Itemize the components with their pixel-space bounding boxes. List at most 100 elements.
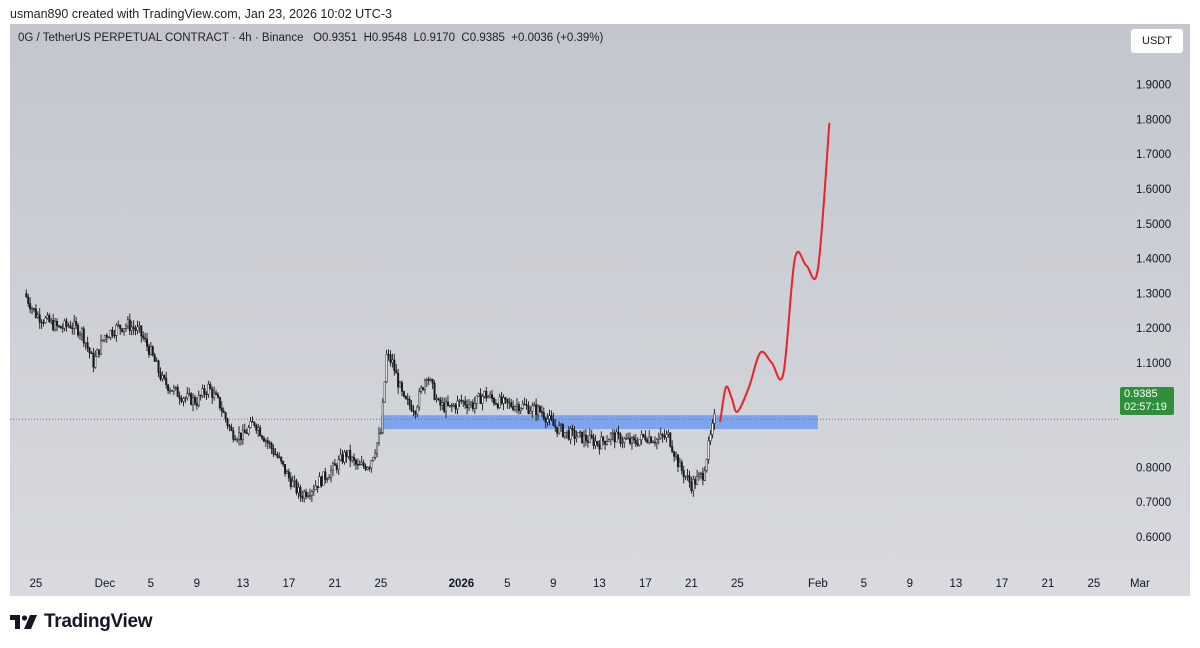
candle-body <box>519 408 522 412</box>
candle-body <box>351 457 354 461</box>
candle-body <box>422 387 425 390</box>
candle-body <box>653 441 656 444</box>
candle-body <box>389 354 392 363</box>
candle-body <box>169 390 172 392</box>
x-tick-label: 17 <box>639 578 652 590</box>
candle-body <box>261 435 264 439</box>
candle-body <box>569 428 572 440</box>
candle-body <box>88 347 91 354</box>
candle-body <box>142 335 145 339</box>
tradingview-logo[interactable]: TradingView <box>10 610 153 634</box>
candle-body <box>75 321 78 326</box>
candle-body <box>226 418 229 426</box>
candle-body <box>402 391 405 397</box>
candle-body <box>523 403 526 406</box>
candle-body <box>307 495 310 497</box>
candle-body <box>623 438 626 443</box>
x-tick-label: 25 <box>29 578 42 590</box>
candle-body <box>278 456 281 459</box>
candle-body <box>699 472 702 475</box>
candle-body <box>92 352 95 368</box>
candle-body <box>96 349 99 357</box>
candle-body <box>293 480 296 482</box>
candle-body <box>69 325 72 329</box>
candle-body <box>134 328 137 331</box>
candle-body <box>713 413 716 424</box>
candle-body <box>124 325 127 329</box>
candle-body <box>690 481 693 491</box>
candle-body <box>215 392 218 395</box>
candle-body <box>617 431 620 435</box>
candle-body <box>341 454 344 463</box>
candle-body <box>508 402 511 404</box>
y-tick-label: 1.8000 <box>1136 114 1171 126</box>
x-tick-label: 9 <box>194 578 200 590</box>
chart-frame[interactable]: 0G / TetherUS PERPETUAL CONTRACT · 4h · … <box>10 24 1190 596</box>
change-value: +0.0036 (+0.39%) <box>511 32 604 44</box>
candle-body <box>193 397 196 404</box>
candle-body <box>598 443 601 450</box>
candle-body <box>105 335 108 338</box>
candle-body <box>636 443 639 446</box>
candle-body <box>213 392 216 398</box>
x-tick-label: Feb <box>808 578 828 590</box>
candle-body <box>435 398 438 400</box>
candle-body <box>506 398 509 403</box>
candle-body <box>711 422 714 435</box>
candle-body <box>174 386 177 389</box>
candle-body <box>161 375 164 380</box>
candle-body <box>197 395 200 406</box>
candle-body <box>25 293 28 298</box>
candle-body <box>178 396 181 400</box>
candle-body <box>128 319 131 331</box>
y-tick-label: 1.3000 <box>1136 288 1171 300</box>
candle-body <box>146 338 149 347</box>
candle-body <box>349 450 352 461</box>
candle-body <box>172 387 175 392</box>
candle-body <box>531 405 534 412</box>
candle-body <box>295 480 298 493</box>
symbol-legend: 0G / TetherUS PERPETUAL CONTRACT · 4h · … <box>18 32 603 44</box>
candle-body <box>52 319 55 331</box>
x-tick-label: 21 <box>685 578 698 590</box>
candle-body <box>514 406 517 410</box>
candle-body <box>155 360 158 362</box>
candle-body <box>383 381 386 403</box>
candle-body <box>203 388 206 395</box>
candle-body <box>374 452 377 458</box>
candle-body <box>339 454 342 460</box>
candle-body <box>71 327 74 329</box>
candle-body <box>73 321 76 329</box>
currency-button[interactable]: USDT <box>1130 28 1184 54</box>
candle-body <box>132 326 135 329</box>
candle-body <box>680 461 683 471</box>
candle-body <box>416 406 419 415</box>
candle-body <box>489 394 492 398</box>
candle-body <box>429 379 432 381</box>
candle-body <box>542 412 545 419</box>
low-value: L0.9170 <box>413 32 456 44</box>
candle-body <box>77 324 80 336</box>
candle-body <box>176 386 179 397</box>
candle-body <box>238 432 241 440</box>
candle-body <box>381 401 384 433</box>
candle-body <box>328 477 331 480</box>
candle-body <box>448 404 451 407</box>
candle-body <box>149 346 152 355</box>
candle-body <box>533 404 536 407</box>
candle-body <box>205 393 208 396</box>
projection-curve <box>719 122 831 423</box>
candle-body <box>57 325 60 327</box>
x-tick-label: 9 <box>550 578 556 590</box>
candle-body <box>538 406 541 412</box>
candle-body <box>170 390 173 392</box>
candle-body <box>609 433 612 440</box>
y-tick-label: 1.1000 <box>1136 358 1171 370</box>
close-value: C0.9385 <box>461 32 505 44</box>
tradingview-logo-icon <box>10 615 37 629</box>
candle-body <box>366 467 369 470</box>
candle-body <box>40 321 43 324</box>
candle-body <box>590 434 593 439</box>
candle-body <box>678 461 681 467</box>
